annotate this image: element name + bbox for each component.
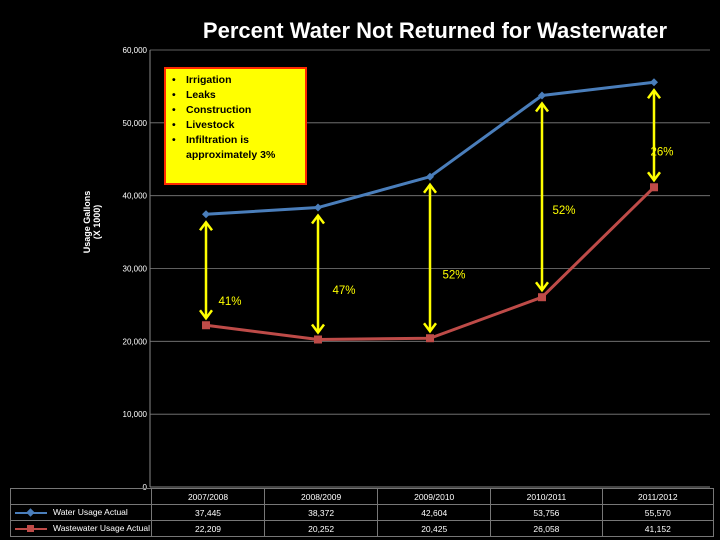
callout-item: Infiltration is approximately 3%	[172, 133, 299, 163]
series-lines	[202, 78, 658, 344]
reasons-callout-box: Irrigation Leaks Construction Livestock …	[164, 67, 307, 185]
difference-arrowhead-up	[535, 101, 549, 113]
wastewater-data-point	[650, 183, 658, 192]
table-cell: 20,425	[377, 520, 492, 537]
table-corner-cell	[10, 488, 152, 505]
table-header-cell: 2009/2010	[377, 488, 492, 505]
table-header-cell: 2010/2011	[490, 488, 603, 505]
table-row-wastewater: Wastewater Usage Actual 22,209 20,252 20…	[10, 520, 715, 537]
y-tick-label: 0	[143, 483, 148, 492]
legend-wastewater: Wastewater Usage Actual	[10, 520, 152, 537]
y-tick-label: 60,000	[123, 46, 148, 55]
table-cell: 37,445	[150, 504, 266, 521]
y-tick-label: 10,000	[123, 410, 148, 419]
wastewater-data-point	[426, 334, 434, 343]
table-cell: 20,252	[264, 520, 379, 537]
callout-item: Irrigation	[172, 73, 299, 88]
wastewater-data-point	[202, 321, 210, 330]
table-cell: 41,152	[601, 520, 715, 537]
table-header-cell: 2008/2009	[264, 488, 379, 505]
percent-label: 41%	[218, 296, 241, 308]
water-data-point	[314, 203, 322, 212]
callout-item: Leaks	[172, 88, 299, 103]
wastewater-data-point	[538, 293, 546, 302]
data-table: 2007/2008 2008/2009 2009/2010 2010/2011 …	[10, 488, 715, 537]
table-row-water: Water Usage Actual 37,445 38,372 42,604 …	[10, 504, 715, 521]
callout-item: Construction	[172, 103, 299, 118]
table-cell: 38,372	[264, 504, 379, 521]
difference-arrowhead-up	[647, 88, 661, 100]
table-header-cell: 2011/2012	[601, 488, 715, 505]
legend-water: Water Usage Actual	[10, 504, 152, 521]
y-tick-label: 30,000	[123, 265, 148, 274]
difference-arrowhead-down	[647, 171, 661, 183]
table-cell: 42,604	[377, 504, 492, 521]
water-data-point	[538, 91, 546, 100]
y-tick-label: 40,000	[123, 192, 148, 201]
legend-label-water: Water Usage Actual	[53, 507, 128, 518]
legend-swatch-water	[15, 507, 47, 518]
percent-labels: 41% 47% 52% 52% 26%	[218, 147, 673, 308]
difference-arrowhead-down	[535, 281, 549, 293]
difference-arrowhead-up	[423, 182, 437, 194]
y-tick-label: 20,000	[123, 337, 148, 346]
table-header-row: 2007/2008 2008/2009 2009/2010 2010/2011 …	[10, 488, 715, 505]
difference-arrowhead-down	[311, 323, 325, 335]
table-cell: 55,570	[601, 504, 715, 521]
water-data-point	[650, 78, 658, 87]
y-tick-label: 50,000	[123, 119, 148, 128]
table-cell: 22,209	[150, 520, 266, 537]
table-cell: 26,058	[490, 520, 603, 537]
difference-arrows	[199, 88, 661, 335]
percent-label: 47%	[332, 285, 355, 297]
legend-label-wastewater: Wastewater Usage Actual	[53, 523, 151, 534]
table-cell: 53,756	[490, 504, 603, 521]
water-data-point	[426, 172, 434, 181]
table-header-cell: 2007/2008	[150, 488, 266, 505]
wastewater-data-point	[314, 335, 322, 344]
difference-arrowhead-up	[199, 220, 213, 232]
percent-label: 52%	[442, 270, 465, 282]
y-tick-labels: 0 10,000 20,000 30,000 40,000 50,000 60,000	[123, 46, 148, 492]
difference-arrowhead-up	[311, 213, 325, 225]
difference-arrowhead-down	[199, 309, 213, 321]
callout-item: Livestock	[172, 118, 299, 133]
percent-label: 26%	[650, 147, 673, 159]
difference-arrowhead-down	[423, 322, 437, 334]
chart-title: Percent Water Not Returned for Wasterwat…	[202, 18, 668, 43]
water-data-point	[202, 210, 210, 219]
legend-swatch-wastewater	[15, 524, 47, 534]
percent-label: 52%	[552, 205, 575, 217]
